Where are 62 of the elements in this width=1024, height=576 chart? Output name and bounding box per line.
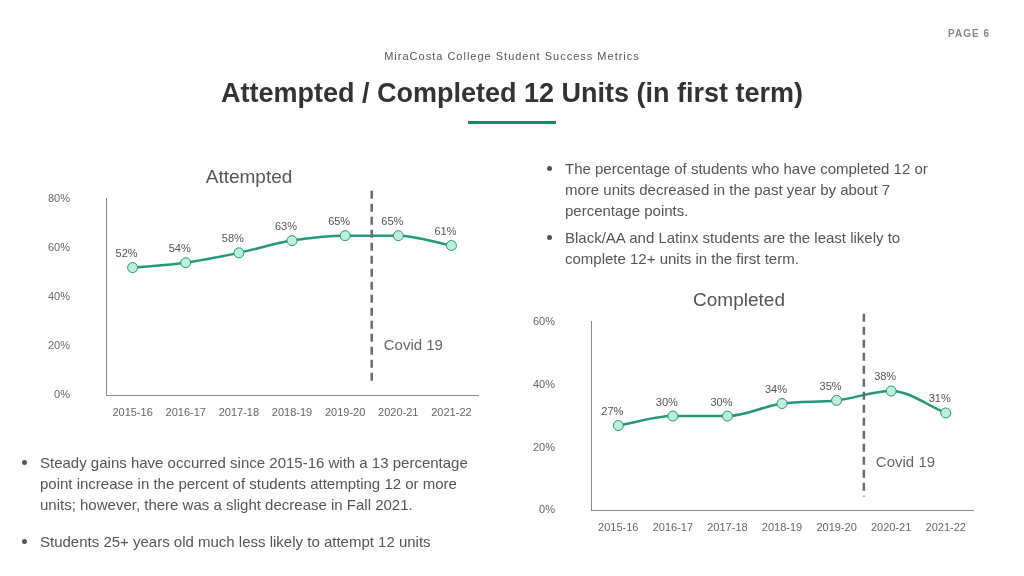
text: Attempted / Completed 12 Units (in first term) <box>219 78 805 109</box>
point <box>831 394 843 406</box>
point <box>127 262 139 274</box>
y-tick-label: 0% <box>54 388 71 401</box>
y-tick-label: 80% <box>47 191 71 204</box>
point <box>667 410 679 422</box>
y-tick-label: 60% <box>532 314 556 327</box>
data-label: 35% <box>819 379 842 392</box>
point <box>392 230 404 242</box>
data-label: 52% <box>115 247 138 260</box>
chart-title: Completed <box>693 288 785 310</box>
data-label: 34% <box>764 383 788 396</box>
x-tick-label: 2015-16 <box>112 406 153 419</box>
point <box>286 235 298 247</box>
data-label: 30% <box>655 395 679 408</box>
point <box>445 239 457 251</box>
x-tick-label: 2021-22 <box>925 521 966 534</box>
x-tick-label: 2015-16 <box>598 521 639 534</box>
x-tick-label: 2019-20 <box>324 406 366 419</box>
y-tick-label: 20% <box>47 339 71 352</box>
data-label: 65% <box>328 215 351 228</box>
data-label: 38% <box>874 370 897 383</box>
text: PAGE 6 <box>948 28 990 39</box>
x-tick-label: 2020-21 <box>870 521 912 534</box>
point <box>233 247 245 259</box>
y-tick-label: 60% <box>47 240 71 253</box>
point <box>776 398 788 410</box>
annotation: Covid 19 <box>875 453 936 471</box>
y-tick-label: 40% <box>47 290 71 303</box>
point <box>940 407 952 419</box>
data-label: 61% <box>434 225 457 238</box>
data-label: 54% <box>168 242 191 255</box>
data-label: 30% <box>710 395 733 408</box>
text: Black/AA and Latinx students are the least likely to complete 12+ units in the first term. <box>565 229 901 267</box>
annotation: Covid 19 <box>383 336 443 354</box>
data-label: 27% <box>601 405 624 418</box>
text: The percentage of students who have completed 12 or more units decreased in the past year by about 7 percentage points. <box>565 160 928 219</box>
y-tick-label: 20% <box>532 440 556 453</box>
text: Steady gains have occurred since 2015-16 with a 13 percentage point increase in the percent of students attempting 12 or more units; however, there was a slight decrease in Fall 2021. <box>40 454 468 513</box>
point <box>721 410 733 422</box>
point <box>180 257 192 269</box>
x-tick-label: 2018-19 <box>271 406 313 419</box>
x-tick-label: 2016-17 <box>165 406 206 419</box>
data-label: 31% <box>928 392 951 405</box>
data-label: 65% <box>381 215 404 228</box>
point <box>339 230 351 242</box>
x-tick-label: 2017-18 <box>707 521 748 534</box>
chart-title: Attempted <box>205 165 293 187</box>
text: MiraCosta College Student Success Metrics <box>383 50 641 62</box>
data-label: 58% <box>221 232 245 245</box>
y-tick-label: 0% <box>539 503 556 516</box>
x-tick-label: 2016-17 <box>652 521 694 534</box>
x-tick-label: 2020-21 <box>378 406 419 419</box>
text: Students 25+ years old much less likely to attempt 12 units <box>40 533 431 550</box>
x-tick-label: 2021-22 <box>431 406 472 419</box>
x-tick-label: 2018-19 <box>761 521 803 534</box>
x-tick-label: 2017-18 <box>218 406 260 419</box>
point <box>885 385 897 397</box>
y-tick-label: 40% <box>532 377 556 390</box>
x-tick-label: 2019-20 <box>816 521 857 534</box>
data-label: 63% <box>274 220 298 233</box>
point <box>612 420 624 432</box>
